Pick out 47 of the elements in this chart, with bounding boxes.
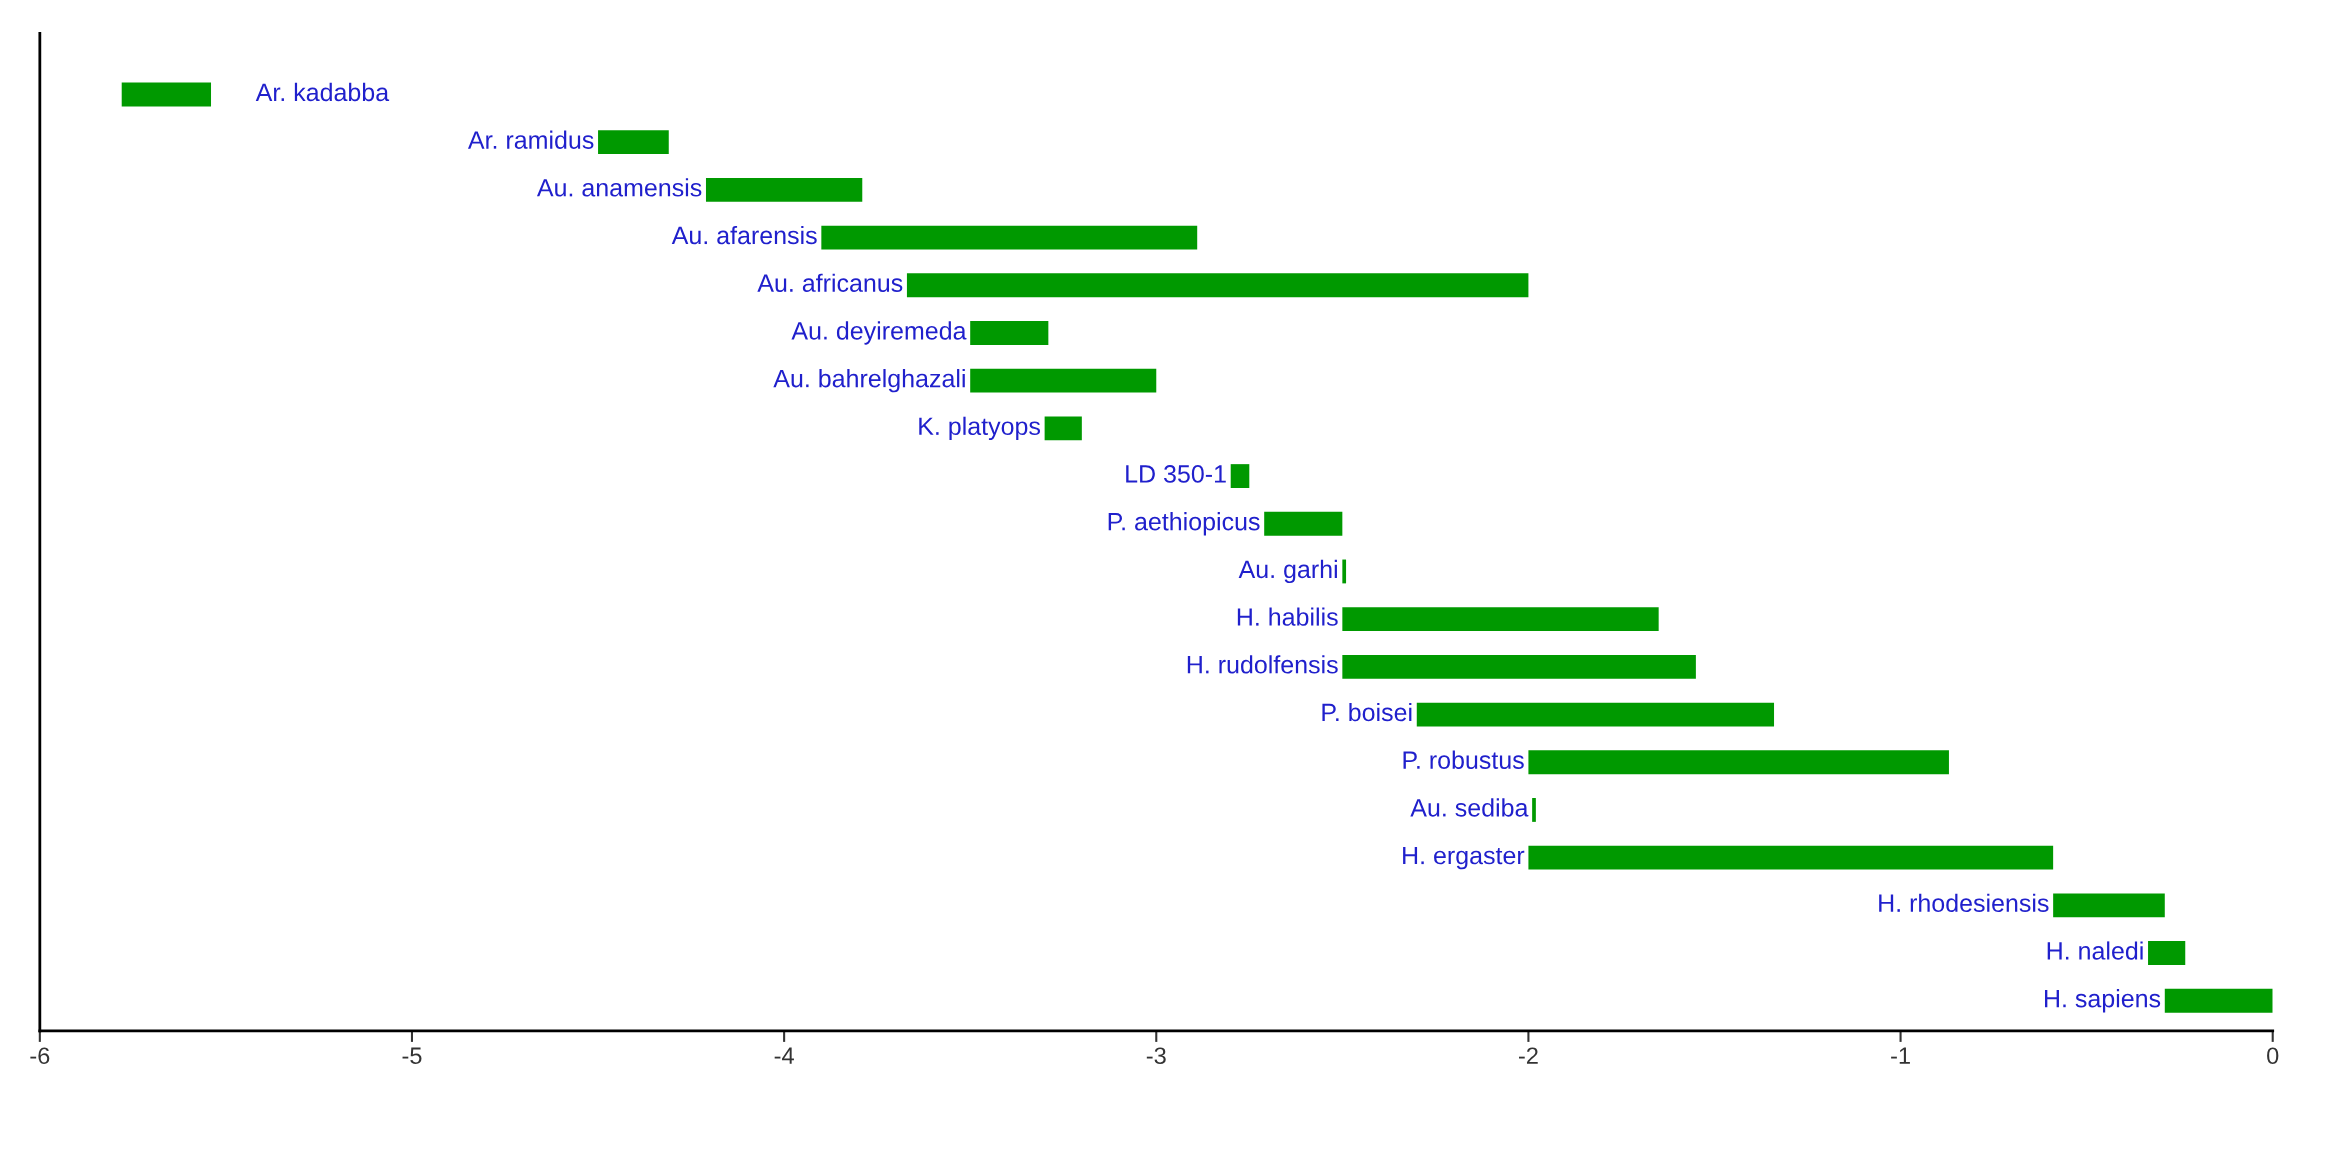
y-tick-label: Au. afarensis [671, 225, 817, 245]
y-tick-label: Au. garhi [1238, 559, 1337, 584]
bar [1532, 798, 1536, 822]
bar [821, 225, 1198, 250]
bar [705, 177, 863, 202]
y-tick-label: P. robustus [1403, 750, 1524, 769]
bar [1342, 559, 1347, 584]
y-tick-label: Au. anamensis [536, 178, 702, 197]
y-tick-label: P. boisei [1322, 702, 1412, 722]
bar [1528, 750, 1949, 775]
bar [1230, 464, 1250, 488]
bar [906, 273, 1529, 298]
bar [970, 368, 1157, 393]
y-tick-label: H. ergaster [1403, 846, 1525, 870]
bar [1528, 845, 2054, 870]
x-tick-label: -2 [1518, 1047, 1538, 1064]
bar [121, 82, 212, 107]
y-tick-label: H. rudolfensis [1187, 655, 1338, 674]
bar [2053, 893, 2165, 918]
bar [1416, 702, 1775, 727]
y-tick-label: Au. bahrelghazali [773, 369, 965, 393]
x-tick-label: -4 [774, 1047, 794, 1064]
x-tick-label: -3 [1146, 1047, 1166, 1065]
y-tick-label: H. rhodesiensis [1879, 893, 2049, 913]
bar [970, 321, 1049, 345]
x-tick-label: -5 [402, 1047, 422, 1065]
bar [598, 130, 669, 155]
bar [2148, 941, 2186, 965]
y-tick-label: H. habilis [1237, 607, 1338, 626]
y-tick-label: H. naledi [2047, 941, 2143, 960]
y-tick-label: P. aethiopicus [1108, 512, 1260, 536]
y-tick-label: Au. africanus [757, 273, 903, 292]
bar [2164, 988, 2273, 1013]
x-tick-label: 0 [2267, 1047, 2279, 1065]
y-tick-label: Au. sediba [1410, 798, 1529, 817]
y-tick-label: Ar. kadabba [255, 82, 390, 102]
y-tick-label: H. sapiens [2045, 989, 2161, 1013]
x-tick-label: -1 [1891, 1047, 1910, 1064]
y-tick-label: K. platyops [919, 416, 1041, 441]
bar [1342, 654, 1696, 679]
y-tick-label: Au. deyiremeda [791, 321, 967, 345]
bar [1342, 607, 1659, 632]
bar [1044, 416, 1082, 441]
x-tick-label: -6 [30, 1047, 50, 1065]
bar [1264, 511, 1343, 536]
y-tick-label: LD 350-1 [1126, 465, 1226, 483]
y-tick-label: Ar. ramidus [467, 130, 594, 149]
